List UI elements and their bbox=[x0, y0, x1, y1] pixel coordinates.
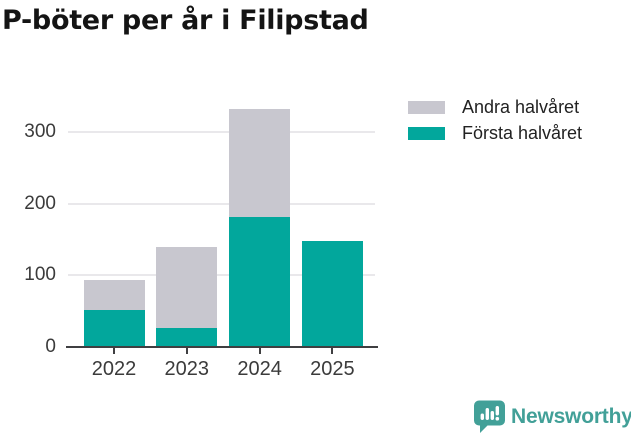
x-tick-2024 bbox=[258, 348, 261, 354]
legend-label: Andra halvåret bbox=[462, 96, 580, 117]
bar-2022-forsta bbox=[83, 309, 145, 347]
legend-swatch-icon bbox=[408, 126, 445, 140]
newsworthy-logo-icon bbox=[474, 400, 505, 433]
brand-footer: Newsworthy bbox=[473, 399, 631, 434]
bar-2025-forsta bbox=[301, 241, 363, 347]
x-tick-label-2022: 2022 bbox=[91, 358, 137, 380]
x-tick-2025 bbox=[331, 348, 334, 354]
y-tick-label-100: 100 bbox=[24, 264, 56, 286]
gridline-300 bbox=[68, 131, 375, 134]
bar-2023-forsta bbox=[156, 328, 218, 347]
legend-swatch-icon bbox=[408, 100, 445, 114]
chart-title: P-böter per år i Filipstad bbox=[2, 5, 369, 36]
legend-label: Första halvåret bbox=[462, 122, 583, 143]
x-axis-line bbox=[66, 345, 378, 348]
y-tick-label-300: 300 bbox=[24, 121, 56, 143]
x-tick-label-2025: 2025 bbox=[310, 358, 355, 380]
bar-2023-andra bbox=[156, 246, 218, 329]
x-tick-2023 bbox=[185, 348, 188, 354]
gridline-200 bbox=[68, 202, 375, 205]
x-tick-label-2023: 2023 bbox=[164, 358, 210, 380]
y-tick-label-0: 0 bbox=[45, 336, 56, 358]
legend-item-0: Andra halvåret bbox=[408, 94, 582, 120]
bar-2024-forsta bbox=[229, 216, 291, 347]
bar-2024-andra bbox=[229, 108, 291, 217]
gridline-100 bbox=[68, 274, 375, 277]
bar-2022-andra bbox=[83, 280, 145, 310]
x-tick-2022 bbox=[113, 348, 115, 354]
x-tick-label-2024: 2024 bbox=[237, 358, 282, 380]
y-tick-label-200: 200 bbox=[24, 192, 56, 214]
brand-name: Newsworthy bbox=[511, 404, 631, 428]
legend-item-1: Första halvåret bbox=[408, 120, 582, 146]
legend: Andra halvåret Första halvåret bbox=[408, 94, 582, 146]
